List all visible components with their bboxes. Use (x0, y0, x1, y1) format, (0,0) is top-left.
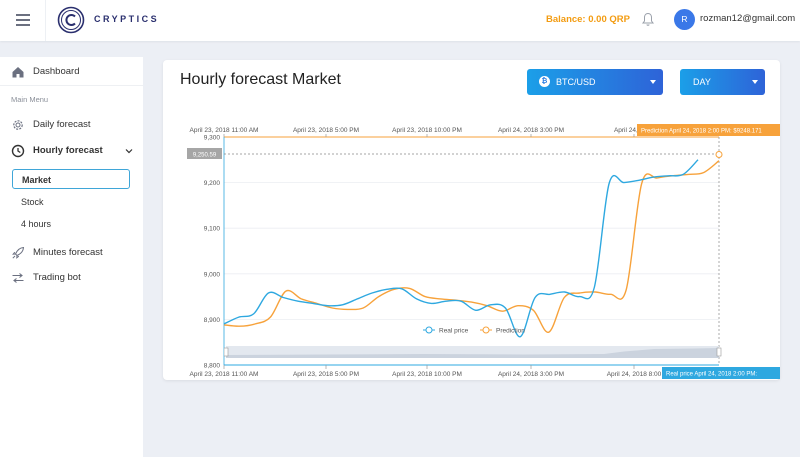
y-tick-label: 9,100 (204, 226, 221, 233)
sidebar-item-daily-forecast[interactable]: Daily forecast (0, 114, 143, 136)
x-tick-top-label: April 24, 2018 3:00 PM (498, 127, 564, 134)
forecast-chart[interactable]: 9,300 9,200 9,100 9,000 8,900 8,800 April 23,… (163, 120, 780, 380)
legend-prediction[interactable]: Prediction (496, 328, 525, 335)
navigator-area (226, 348, 719, 358)
prediction-tooltip-text: Prediction April 24, 2018 2:00 PM: $9248… (641, 129, 762, 135)
x-tick-top-label: April 23, 2018 10:00 PM (392, 127, 462, 134)
sidebar-item-label: Daily forecast (33, 119, 91, 130)
prediction-tooltip (637, 124, 780, 136)
sidebar-item-label: Dashboard (33, 66, 80, 77)
section-label: Main Menu (11, 95, 49, 104)
y-tick-label: 9,300 (204, 135, 221, 142)
x-tick-label: April 23, 2018 11:00 AM (190, 371, 259, 378)
brand-name: CRYPTICS (94, 14, 160, 24)
home-icon (12, 67, 24, 78)
legend-marker-prediction (482, 326, 490, 334)
currency-pair-dropdown[interactable]: ₿ BTC/USD (527, 69, 663, 95)
sidebar-item-dashboard[interactable]: Dashboard (0, 61, 143, 83)
chart-legend: Real price Prediction (423, 326, 525, 335)
balance-label: Balance: 0.00 QRP (546, 14, 630, 25)
rocket-icon (12, 246, 25, 259)
chevron-down-icon (125, 149, 133, 154)
sidebar-subitem-label: 4 hours (21, 219, 52, 229)
sidebar-item-label: Hourly forecast (33, 145, 103, 156)
top-bar: CRYPTICS Balance: 0.00 QRP R rozman12@gm… (0, 0, 800, 41)
prediction-series-line (223, 160, 720, 333)
x-tick-label: April 24, 2018 8:00 (607, 371, 662, 378)
page-title: Hourly forecast Market (180, 71, 341, 88)
hover-value: 9,250.59 (193, 153, 217, 159)
user-email[interactable]: rozman12@gmail.com (700, 13, 796, 24)
sidebar-item-label: Minutes forecast (33, 247, 103, 258)
currency-pair-value: BTC/USD (556, 77, 596, 87)
cryptics-logo-icon (57, 6, 85, 34)
sidebar-item-minutes-forecast[interactable]: Minutes forecast (0, 242, 143, 264)
y-tick-label: 8,900 (204, 317, 221, 324)
prediction-hover-point (715, 151, 723, 158)
sidebar-subitem-4-hours[interactable]: 4 hours (12, 214, 130, 234)
legend-marker-real (425, 326, 433, 334)
menu-icon[interactable] (16, 14, 30, 26)
avatar[interactable]: R (674, 9, 695, 30)
sidebar-subitem-label: Stock (21, 197, 44, 207)
x-tick-top-label: April 23, 2018 11:00 AM (190, 127, 259, 134)
navigator-left-handle[interactable] (224, 347, 229, 357)
real-price-tooltip-text: Real price April 24, 2018 2:00 PM: (666, 372, 757, 378)
sidebar-item-label: Trading bot (33, 272, 81, 283)
sidebar-subitem-label: Market (22, 175, 52, 185)
x-tick-top-label: April 23, 2018 5:00 PM (293, 127, 359, 134)
bitcoin-icon: ₿ (539, 76, 550, 87)
transfer-arrows-icon (12, 273, 24, 283)
caret-down-icon (650, 80, 656, 84)
navigator-right-handle[interactable] (716, 347, 722, 357)
bell-icon[interactable] (641, 12, 655, 27)
x-tick-label: April 24, 2018 3:00 PM (498, 371, 564, 378)
range-navigator[interactable] (224, 344, 724, 360)
y-tick-label: 9,200 (204, 180, 221, 187)
sidebar-subitem-market[interactable]: Market (12, 169, 130, 189)
real-price-tooltip (662, 367, 780, 379)
legend-real-price[interactable]: Real price (439, 328, 469, 335)
forecast-card: Hourly forecast Market ₿ BTC/USD DAY 9,3… (163, 60, 780, 380)
sidebar-subitem-stock[interactable]: Stock (12, 192, 130, 212)
sidebar-item-trading-bot[interactable]: Trading bot (0, 267, 143, 289)
gear-icon (13, 120, 23, 130)
divider (0, 85, 143, 86)
caret-down-icon (752, 80, 758, 84)
time-range-dropdown[interactable]: DAY (680, 69, 765, 95)
divider (45, 0, 46, 41)
y-tick-label: 9,000 (204, 271, 221, 278)
real-price-series-line (223, 159, 699, 338)
sidebar: Dashboard Main Menu Daily forecast Hourl… (0, 57, 143, 457)
x-tick-top-label: April 24, 2018 (614, 127, 654, 134)
clock-icon (11, 144, 25, 158)
time-range-value: DAY (693, 77, 711, 87)
x-tick-label: April 23, 2018 10:00 PM (392, 371, 462, 378)
hover-value-badge (187, 148, 222, 159)
y-tick-label: 8,800 (204, 363, 221, 370)
sidebar-item-hourly-forecast[interactable]: Hourly forecast (0, 140, 143, 162)
x-tick-label: April 23, 2018 5:00 PM (293, 371, 359, 378)
